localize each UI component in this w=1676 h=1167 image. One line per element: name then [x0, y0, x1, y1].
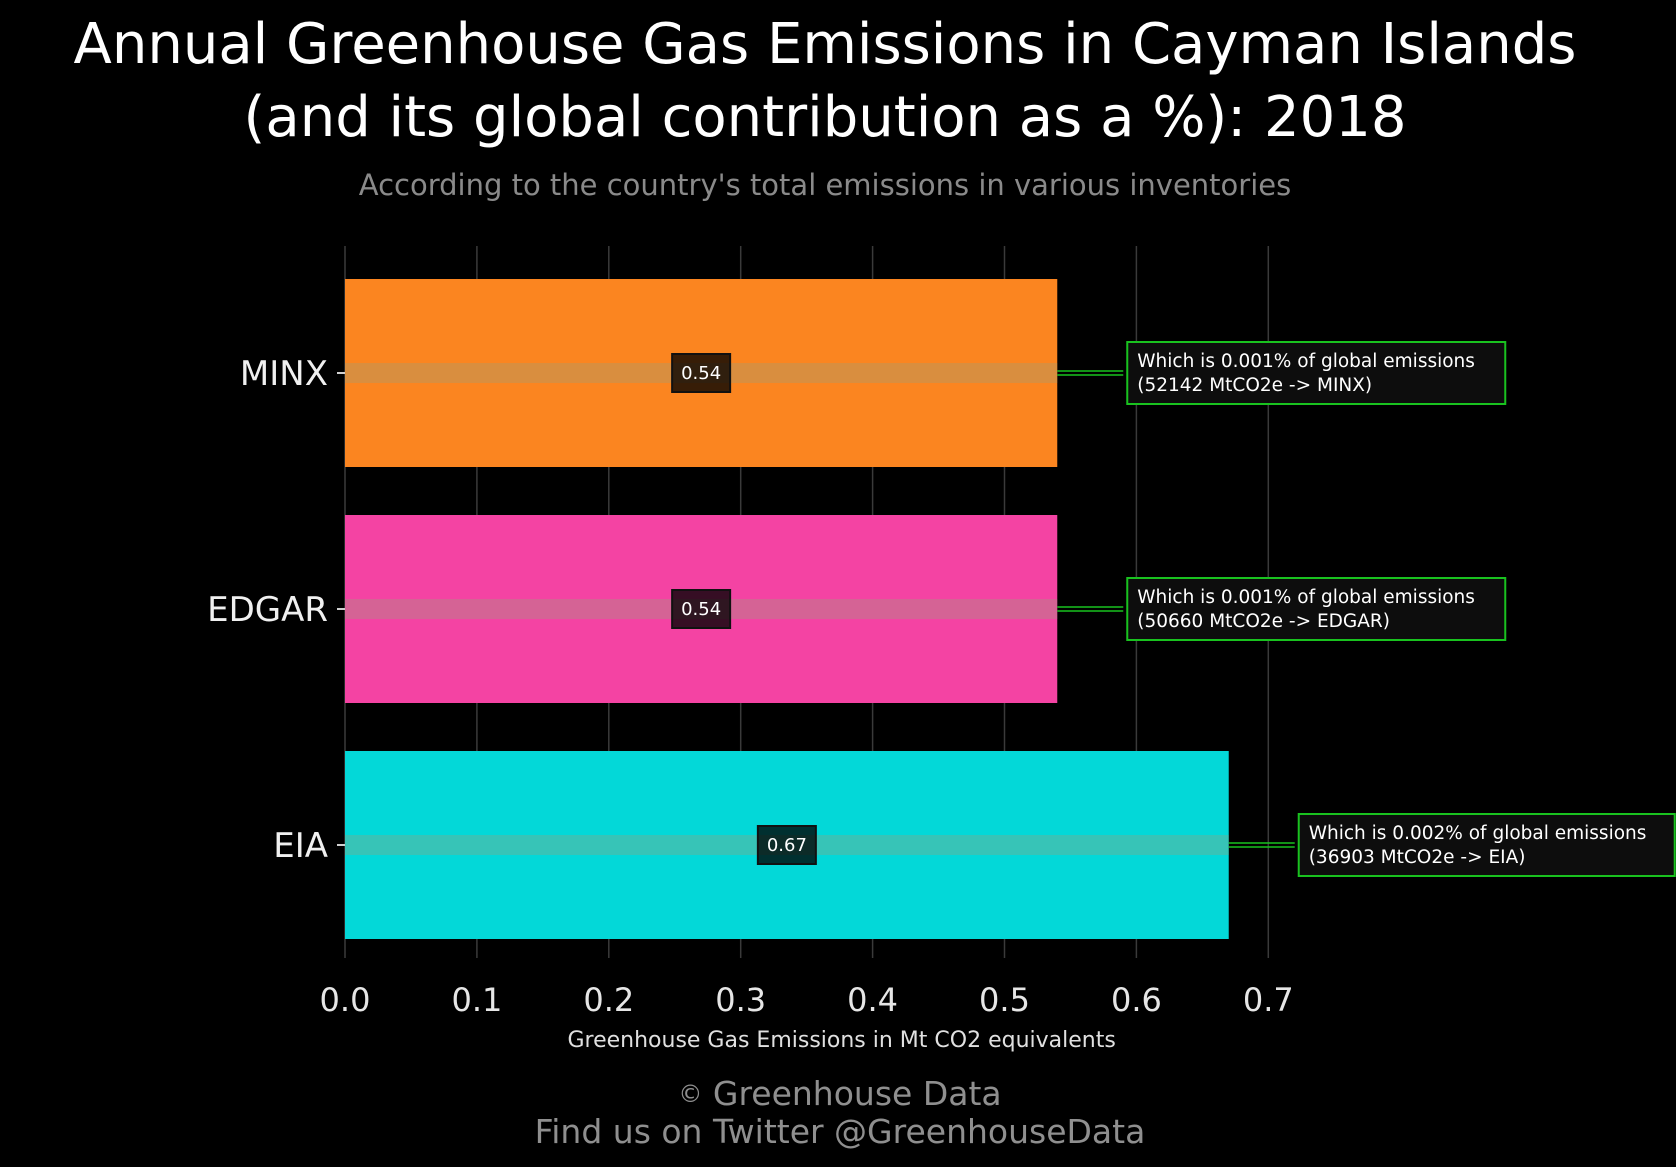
x-tick-label: 0.6 — [1111, 981, 1162, 1019]
annotation-box — [1126, 577, 1507, 641]
annotation-line-2: (36903 MtCO2e -> EIA) — [1309, 847, 1526, 868]
x-tick-label: 0.3 — [715, 981, 766, 1019]
value-label: 0.54 — [681, 363, 721, 384]
x-tick-label: 0.1 — [451, 981, 502, 1019]
annotation-line-2: (50660 MtCO2e -> EDGAR) — [1137, 611, 1390, 632]
chart-title: Annual Greenhouse Gas Emissions in Cayma… — [0, 8, 1650, 154]
x-tick-label: 0.0 — [320, 981, 371, 1019]
x-tick-label: 0.7 — [1243, 981, 1294, 1019]
chart-title-line-1: Annual Greenhouse Gas Emissions in Cayma… — [73, 12, 1577, 77]
value-label: 0.54 — [681, 599, 721, 620]
x-tick-label: 0.4 — [847, 981, 898, 1019]
x-axis-label: Greenhouse Gas Emissions in Mt CO2 equiv… — [567, 1028, 1115, 1053]
x-tick-label: 0.2 — [583, 981, 634, 1019]
chart-subtitle: According to the country's total emissio… — [358, 168, 1292, 202]
annotation-line-1: Which is 0.002% of global emissions — [1309, 823, 1647, 844]
annotation-line-2: (52142 MtCO2e -> MINX) — [1137, 375, 1372, 396]
annotation-line-1: Which is 0.001% of global emissions — [1137, 587, 1475, 608]
value-label-box — [671, 589, 732, 629]
value-label: 0.67 — [767, 835, 807, 856]
x-tick-label: 0.5 — [979, 981, 1030, 1019]
copyright-icon: © — [678, 1080, 703, 1108]
value-label-box — [756, 825, 817, 865]
y-tick-label: MINX — [240, 354, 328, 394]
chart-title-line-2: (and its global contribution as a %): 20… — [243, 85, 1407, 150]
footer-twitter: Find us on Twitter @GreenhouseData — [534, 1112, 1146, 1151]
annotation-box — [1126, 341, 1507, 405]
annotation-box — [1297, 813, 1676, 877]
y-tick-label: EIA — [273, 826, 328, 866]
footer-credit-text: Greenhouse Data — [712, 1074, 1002, 1113]
footer-credit: © Greenhouse Data — [0, 1074, 1676, 1113]
annotation-line-1: Which is 0.001% of global emissions — [1137, 351, 1475, 372]
y-tick-label: EDGAR — [207, 590, 328, 630]
value-label-box — [671, 353, 732, 393]
